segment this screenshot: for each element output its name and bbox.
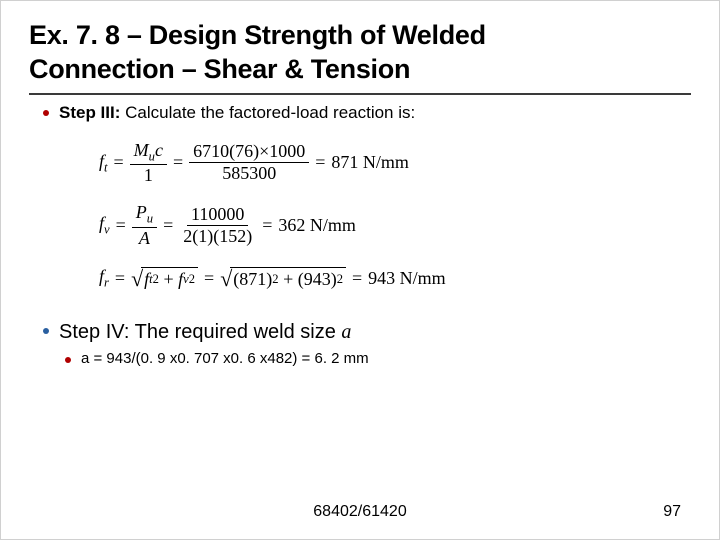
eq1-lhs-sub: t <box>104 160 108 174</box>
sq: 2 <box>337 272 343 287</box>
step-3-text: Step III: Calculate the factored-load re… <box>59 103 415 123</box>
equals-sign: = <box>352 268 362 289</box>
eq2-frac-1: Pu A <box>132 203 157 248</box>
equals-sign: = <box>315 152 325 173</box>
eq3-lhs-sub: r <box>104 276 109 290</box>
equals-sign: = <box>173 152 183 173</box>
eq2-f2-den: 2(1)(152) <box>179 226 256 246</box>
bullet-dot-icon <box>65 357 71 363</box>
footer-page-number: 97 <box>663 503 681 521</box>
eq2-lhs-sub: v <box>104 223 110 237</box>
eq1-result: 871 N/mm <box>331 152 409 173</box>
slide-title: Ex. 7. 8 – Design Strength of Welded Con… <box>29 19 691 87</box>
slide: Ex. 7. 8 – Design Strength of Welded Con… <box>0 0 720 540</box>
equals-sign: = <box>163 215 173 236</box>
step-4-label: Step IV: <box>59 321 129 343</box>
step-4-sub-row: a = 943/(0. 9 x0. 707 x0. 6 x482) = 6. 2… <box>65 350 691 367</box>
eq1-f1-num-a: M <box>134 140 149 160</box>
equals-sign: = <box>115 268 125 289</box>
step-3-row: Step III: Calculate the factored-load re… <box>43 103 691 123</box>
sq: 2 <box>153 272 159 287</box>
step-4-var: a <box>341 321 351 343</box>
step-3-label: Step III: <box>59 103 120 122</box>
equals-sign: = <box>262 215 272 236</box>
eq2-f1-num-asub: u <box>147 212 153 226</box>
sq: 2 <box>189 272 195 287</box>
eq3-result: 943 N/mm <box>368 268 446 289</box>
eq2-f1-num-a: P <box>136 202 147 222</box>
equals-sign: = <box>116 215 126 236</box>
step-4-sub-text: a = 943/(0. 9 x0. 707 x0. 6 x482) = 6. 2… <box>81 350 369 367</box>
step-4-block: Step IV: The required weld size a a = 94… <box>43 321 691 367</box>
eq3-sqrt-2: √ (871)2 + (943)2 <box>220 267 346 290</box>
title-underline <box>29 93 691 95</box>
eq3-sqrt-1: √ ft2 + fv2 <box>131 267 198 290</box>
eq2-result: 362 N/mm <box>278 215 356 236</box>
equals-sign: = <box>114 152 124 173</box>
eq1-f2-num: 6710(76)×1000 <box>189 142 309 163</box>
eq2-frac-2: 110000 2(1)(152) <box>179 205 256 246</box>
eq3-n1: (871) <box>233 269 272 290</box>
bullet-dot-icon <box>43 110 49 116</box>
eq1-frac-2: 6710(76)×1000 585300 <box>189 142 309 183</box>
eq1-frac-1: Muc 1 <box>130 141 167 186</box>
sq: 2 <box>272 272 278 287</box>
equation-fv: fv = Pu A = 110000 2(1)(152) = 362 N/mm <box>99 203 691 248</box>
step-3-body: Calculate the factored-load reaction is: <box>120 103 415 122</box>
title-line-1: Ex. 7. 8 – Design Strength of Welded <box>29 20 486 50</box>
footer-course-code: 68402/61420 <box>1 503 719 521</box>
equation-block: ft = Muc 1 = 6710(76)×1000 585300 = 871 … <box>99 141 691 291</box>
equation-fr: fr = √ ft2 + fv2 = √ (871)2 + (943)2 = <box>99 266 691 291</box>
step-4-body: The required weld size <box>129 321 341 343</box>
step-4-text: Step IV: The required weld size a <box>59 321 351 344</box>
equation-ft: ft = Muc 1 = 6710(76)×1000 585300 = 871 … <box>99 141 691 186</box>
eq2-f1-den: A <box>135 228 154 248</box>
eq3-n2: (943) <box>298 269 337 290</box>
eq1-f1-num-b: c <box>155 140 163 160</box>
eq1-f1-den: 1 <box>140 165 157 185</box>
title-line-2: Connection – Shear & Tension <box>29 54 410 84</box>
eq1-f2-den: 585300 <box>218 163 280 183</box>
step-4-row: Step IV: The required weld size a <box>43 321 691 344</box>
equals-sign: = <box>204 268 214 289</box>
bullet-dot-icon <box>43 328 49 334</box>
eq2-f2-num: 110000 <box>187 205 248 226</box>
